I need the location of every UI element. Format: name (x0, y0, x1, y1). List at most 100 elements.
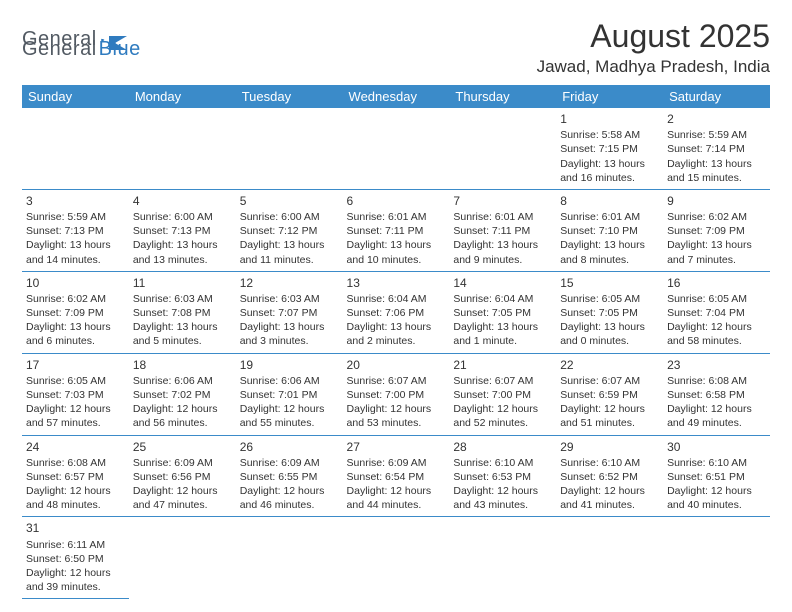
sunset-text: Sunset: 6:50 PM (26, 552, 125, 566)
daylight-text: and 44 minutes. (347, 498, 446, 512)
sunset-text: Sunset: 7:05 PM (560, 306, 659, 320)
day-number: 2 (667, 111, 766, 127)
daylight-text: Daylight: 13 hours (667, 157, 766, 171)
daylight-text: Daylight: 13 hours (560, 157, 659, 171)
daylight-text: and 51 minutes. (560, 416, 659, 430)
calendar-cell (236, 517, 343, 599)
sunset-text: Sunset: 7:04 PM (667, 306, 766, 320)
daylight-text: Daylight: 12 hours (240, 484, 339, 498)
daylight-text: Daylight: 12 hours (347, 402, 446, 416)
sunrise-text: Sunrise: 6:04 AM (453, 292, 552, 306)
sunrise-text: Sunrise: 6:05 AM (667, 292, 766, 306)
daylight-text: and 52 minutes. (453, 416, 552, 430)
sunset-text: Sunset: 7:13 PM (26, 224, 125, 238)
logo-overlay: GeneralBlue (22, 28, 167, 61)
daylight-text: and 7 minutes. (667, 253, 766, 267)
day-number: 7 (453, 193, 552, 209)
sunrise-text: Sunrise: 6:01 AM (347, 210, 446, 224)
sunset-text: Sunset: 6:53 PM (453, 470, 552, 484)
daylight-text: and 3 minutes. (240, 334, 339, 348)
daylight-text: and 0 minutes. (560, 334, 659, 348)
calendar-cell (663, 517, 770, 599)
calendar-cell: 11Sunrise: 6:03 AMSunset: 7:08 PMDayligh… (129, 271, 236, 353)
flag-icon-2 (109, 34, 131, 50)
sunrise-text: Sunrise: 6:08 AM (667, 374, 766, 388)
daylight-text: and 49 minutes. (667, 416, 766, 430)
daylight-text: Daylight: 12 hours (26, 402, 125, 416)
sunrise-text: Sunrise: 6:02 AM (667, 210, 766, 224)
calendar-cell: 2Sunrise: 5:59 AMSunset: 7:14 PMDaylight… (663, 108, 770, 189)
calendar-cell: 22Sunrise: 6:07 AMSunset: 6:59 PMDayligh… (556, 353, 663, 435)
daylight-text: Daylight: 12 hours (560, 484, 659, 498)
daylight-text: Daylight: 13 hours (240, 320, 339, 334)
calendar-cell: 15Sunrise: 6:05 AMSunset: 7:05 PMDayligh… (556, 271, 663, 353)
daylight-text: and 10 minutes. (347, 253, 446, 267)
day-number: 30 (667, 439, 766, 455)
day-number: 17 (26, 357, 125, 373)
sunset-text: Sunset: 7:14 PM (667, 142, 766, 156)
calendar-cell (129, 517, 236, 599)
calendar-cell: 26Sunrise: 6:09 AMSunset: 6:55 PMDayligh… (236, 435, 343, 517)
daylight-text: Daylight: 12 hours (133, 402, 232, 416)
calendar-row: 1Sunrise: 5:58 AMSunset: 7:15 PMDaylight… (22, 108, 770, 189)
calendar-cell: 7Sunrise: 6:01 AMSunset: 7:11 PMDaylight… (449, 189, 556, 271)
sunrise-text: Sunrise: 6:10 AM (453, 456, 552, 470)
calendar-table: Sunday Monday Tuesday Wednesday Thursday… (22, 85, 770, 599)
sunset-text: Sunset: 7:05 PM (453, 306, 552, 320)
calendar-cell: 8Sunrise: 6:01 AMSunset: 7:10 PMDaylight… (556, 189, 663, 271)
sunrise-text: Sunrise: 6:09 AM (240, 456, 339, 470)
sunset-text: Sunset: 7:15 PM (560, 142, 659, 156)
sunset-text: Sunset: 7:11 PM (453, 224, 552, 238)
sunrise-text: Sunrise: 6:09 AM (347, 456, 446, 470)
calendar-cell: 4Sunrise: 6:00 AMSunset: 7:13 PMDaylight… (129, 189, 236, 271)
daylight-text: Daylight: 13 hours (667, 238, 766, 252)
dayhead-sat: Saturday (663, 85, 770, 108)
calendar-cell: 3Sunrise: 5:59 AMSunset: 7:13 PMDaylight… (22, 189, 129, 271)
logo-text-a2: General (22, 38, 97, 61)
daylight-text: and 14 minutes. (26, 253, 125, 267)
sunrise-text: Sunrise: 6:07 AM (560, 374, 659, 388)
sunrise-text: Sunrise: 6:08 AM (26, 456, 125, 470)
day-number: 31 (26, 520, 125, 536)
calendar-cell (343, 517, 450, 599)
daylight-text: Daylight: 12 hours (133, 484, 232, 498)
title-block: August 2025 Jawad, Madhya Pradesh, India (537, 18, 770, 77)
sunset-text: Sunset: 7:08 PM (133, 306, 232, 320)
day-number: 3 (26, 193, 125, 209)
sunset-text: Sunset: 6:59 PM (560, 388, 659, 402)
sunset-text: Sunset: 6:54 PM (347, 470, 446, 484)
day-number: 6 (347, 193, 446, 209)
day-number: 9 (667, 193, 766, 209)
daylight-text: Daylight: 13 hours (347, 238, 446, 252)
calendar-cell (343, 108, 450, 189)
sunrise-text: Sunrise: 5:59 AM (26, 210, 125, 224)
calendar-cell: 28Sunrise: 6:10 AMSunset: 6:53 PMDayligh… (449, 435, 556, 517)
daylight-text: Daylight: 12 hours (453, 484, 552, 498)
daylight-text: Daylight: 12 hours (26, 566, 125, 580)
calendar-cell: 13Sunrise: 6:04 AMSunset: 7:06 PMDayligh… (343, 271, 450, 353)
sunrise-text: Sunrise: 6:01 AM (560, 210, 659, 224)
daylight-text: and 58 minutes. (667, 334, 766, 348)
daylight-text: Daylight: 13 hours (26, 238, 125, 252)
calendar-cell: 16Sunrise: 6:05 AMSunset: 7:04 PMDayligh… (663, 271, 770, 353)
daylight-text: Daylight: 12 hours (26, 484, 125, 498)
daylight-text: and 11 minutes. (240, 253, 339, 267)
sunset-text: Sunset: 7:01 PM (240, 388, 339, 402)
calendar-cell: 17Sunrise: 6:05 AMSunset: 7:03 PMDayligh… (22, 353, 129, 435)
calendar-row: 31Sunrise: 6:11 AMSunset: 6:50 PMDayligh… (22, 517, 770, 599)
calendar-head: Sunday Monday Tuesday Wednesday Thursday… (22, 85, 770, 108)
daylight-text: Daylight: 13 hours (453, 320, 552, 334)
day-number: 18 (133, 357, 232, 373)
calendar-cell: 19Sunrise: 6:06 AMSunset: 7:01 PMDayligh… (236, 353, 343, 435)
calendar-cell: 21Sunrise: 6:07 AMSunset: 7:00 PMDayligh… (449, 353, 556, 435)
sunrise-text: Sunrise: 6:01 AM (453, 210, 552, 224)
dayhead-fri: Friday (556, 85, 663, 108)
sunset-text: Sunset: 7:09 PM (26, 306, 125, 320)
day-number: 24 (26, 439, 125, 455)
sunrise-text: Sunrise: 6:07 AM (453, 374, 552, 388)
daylight-text: and 53 minutes. (347, 416, 446, 430)
calendar-cell (236, 108, 343, 189)
month-title: August 2025 (537, 18, 770, 55)
calendar-cell: 31Sunrise: 6:11 AMSunset: 6:50 PMDayligh… (22, 517, 129, 599)
daylight-text: and 16 minutes. (560, 171, 659, 185)
